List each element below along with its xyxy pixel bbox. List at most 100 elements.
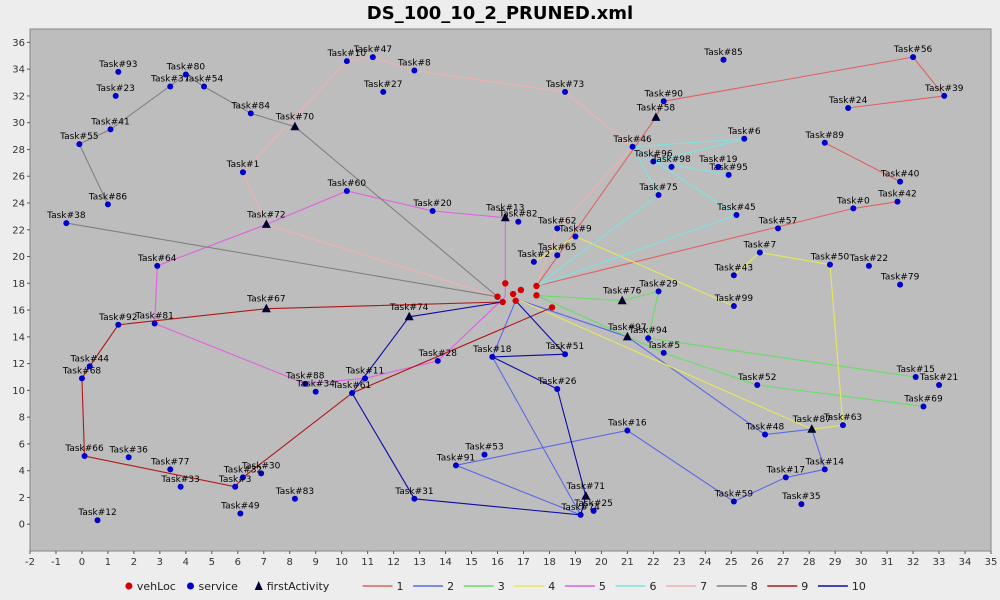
service-point <box>489 353 496 360</box>
service-point <box>865 262 872 269</box>
service-point-label: Task#64 <box>137 254 177 264</box>
service-point <box>733 212 740 219</box>
first-activity-marker <box>500 212 510 222</box>
x-tick-label: 17 <box>517 557 530 568</box>
service-point <box>411 495 418 502</box>
service-point <box>380 88 387 95</box>
route-line-7 <box>242 56 634 298</box>
route-line-1 <box>824 142 901 183</box>
x-tick-label: 8 <box>287 557 293 568</box>
x-tick-label: -2 <box>25 557 35 568</box>
service-point <box>291 495 298 502</box>
service-point <box>655 191 662 198</box>
first-activity-marker <box>617 295 627 305</box>
service-point <box>302 380 309 387</box>
service-point <box>104 201 111 208</box>
service-point-label: Task#82 <box>498 210 537 220</box>
y-tick-label: 22 <box>12 225 25 236</box>
service-point-label: Task#3 <box>218 475 252 485</box>
x-tick-label: 32 <box>907 557 920 568</box>
service-point <box>821 139 828 146</box>
first-activity-label: Task#97 <box>607 323 646 333</box>
service-point <box>201 83 208 90</box>
service-point <box>349 390 356 397</box>
vehicle-location-dot <box>512 297 519 304</box>
vehicle-location-dot <box>494 293 501 300</box>
service-point <box>343 187 350 194</box>
route-line-1 <box>536 56 946 287</box>
x-tick-label: 19 <box>569 557 582 568</box>
x-tick-label: 2 <box>131 557 137 568</box>
service-point-label: Task#88 <box>285 372 325 382</box>
service-point-label: Task#68 <box>62 366 102 376</box>
service-point-label: Task#34 <box>295 380 335 390</box>
service-point-label: Task#21 <box>919 373 958 383</box>
service-point <box>429 208 436 215</box>
service-point <box>562 351 569 358</box>
service-point-label: Task#27 <box>363 80 402 90</box>
service-point <box>910 54 917 61</box>
y-tick-label: 28 <box>12 145 25 156</box>
service-point <box>782 474 789 481</box>
service-point <box>237 510 244 517</box>
x-tick-label: 3 <box>157 557 163 568</box>
service-point-label: Task#56 <box>893 45 933 55</box>
service-point <box>78 375 85 382</box>
service-point <box>239 169 246 176</box>
service-point <box>655 288 662 295</box>
x-tick-label: 9 <box>313 557 319 568</box>
service-point <box>434 357 441 364</box>
service-point-label: Task#15 <box>895 365 934 375</box>
service-point <box>668 163 675 170</box>
service-point <box>112 92 119 99</box>
service-point-label: Task#25 <box>573 499 612 509</box>
service-point <box>754 382 761 389</box>
legend-label-10: 10 <box>852 580 866 593</box>
service-point-label: Task#48 <box>745 423 785 433</box>
x-tick-label: 6 <box>235 557 241 568</box>
service-point <box>530 258 537 265</box>
service-point-label: Task#10 <box>327 49 367 59</box>
service-point <box>154 262 161 269</box>
service-point <box>826 261 833 268</box>
service-point-label: Task#44 <box>70 354 110 364</box>
service-point-label: Task#80 <box>166 63 206 73</box>
legend-marker-firstActivity <box>254 581 263 590</box>
legend-label-3: 3 <box>498 580 505 593</box>
legend-label-vehLoc: vehLoc <box>137 580 176 593</box>
service-point-label: Task#14 <box>805 457 845 467</box>
first-activity-marker <box>404 311 414 321</box>
service-point-label: Task#43 <box>714 263 753 273</box>
vehicle-location-dot <box>548 304 556 311</box>
service-point-label: Task#1 <box>226 160 260 170</box>
service-point <box>411 67 418 74</box>
service-point-label: Task#32 <box>223 465 262 475</box>
service-point <box>107 126 114 133</box>
y-tick-label: 16 <box>12 306 25 317</box>
service-point <box>756 249 763 256</box>
x-tick-label: 10 <box>335 557 348 568</box>
y-tick-label: 8 <box>19 413 25 424</box>
y-tick-label: 12 <box>12 359 25 370</box>
x-tick-label: 0 <box>79 557 85 568</box>
service-point <box>515 218 522 225</box>
service-point-label: Task#96 <box>633 150 673 160</box>
service-point-label: Task#39 <box>924 84 964 94</box>
service-point-label: Task#42 <box>877 190 916 200</box>
x-tick-label: 15 <box>465 557 478 568</box>
first-activity-points: Task#70 Task#58 Task#13 Task#72 Task#67 Task#… <box>246 103 831 500</box>
vehicle-location-dot <box>533 282 540 290</box>
legend: vehLoc service firstActivity 1 2 3 4 5 6 7 8 9 10 <box>125 580 866 593</box>
first-activity-label: Task#87 <box>792 415 831 425</box>
service-point <box>715 163 722 170</box>
vehicle-location-dot <box>502 280 509 287</box>
service-point-label: Task#99 <box>714 294 754 304</box>
service-point-label: Task#83 <box>275 487 314 497</box>
y-tick-label: 32 <box>12 91 25 102</box>
service-point-label: Task#30 <box>241 461 281 471</box>
service-point <box>660 349 667 356</box>
service-point <box>730 272 737 279</box>
service-point <box>725 171 732 178</box>
legend-label-7: 7 <box>700 580 707 593</box>
